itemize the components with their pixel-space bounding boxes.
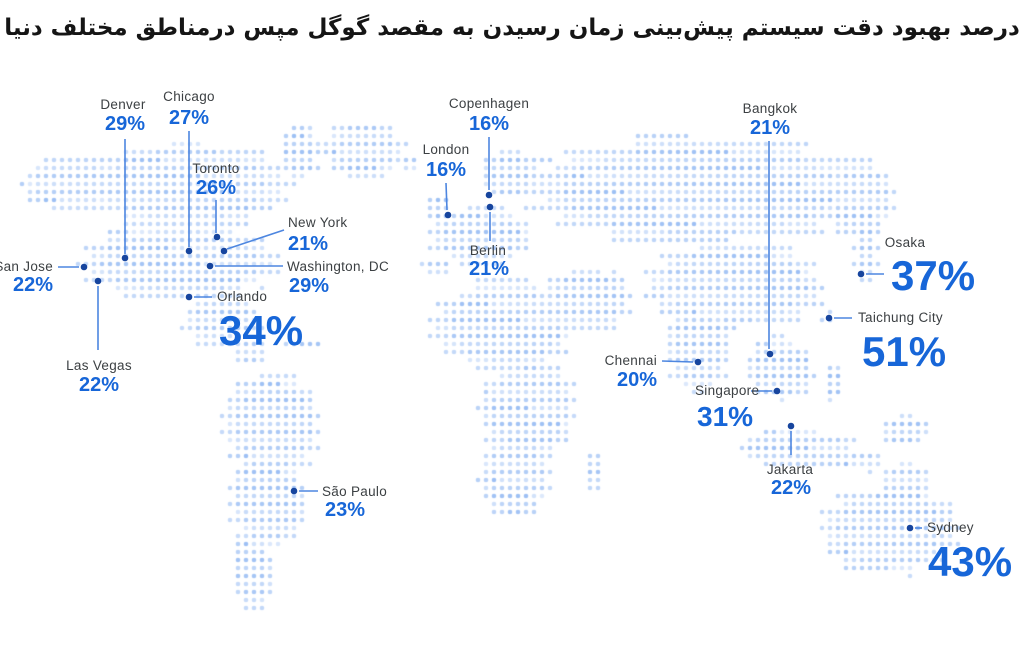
city-label-toronto: Toronto <box>192 161 240 176</box>
city-label-sydney: Sydney <box>927 520 974 535</box>
city-label-sao-paulo: São Paulo <box>322 484 387 499</box>
city-value-berlin: 21% <box>468 258 510 280</box>
city-label-bangkok: Bangkok <box>742 101 798 116</box>
city-marker-copenhagen <box>485 191 493 199</box>
city-value-chennai: 20% <box>616 369 657 391</box>
city-value-new-york: 21% <box>288 233 329 255</box>
city-label-osaka: Osaka <box>884 235 926 250</box>
city-marker-chicago <box>185 247 193 255</box>
city-value-singapore: 31% <box>697 401 754 432</box>
city-marker-berlin <box>486 203 494 211</box>
city-value-osaka: 37% <box>891 252 976 299</box>
city-marker-orlando <box>185 293 193 301</box>
city-value-taichung-city: 51% <box>862 328 947 375</box>
connector-line-london <box>445 182 448 211</box>
city-label-chicago: Chicago <box>163 89 215 104</box>
city-marker-taichung-city <box>825 314 833 322</box>
city-marker-jakarta <box>787 422 795 430</box>
connector-line-new-york <box>226 229 285 250</box>
city-marker-london <box>444 211 452 219</box>
city-label-london: London <box>422 142 470 157</box>
city-marker-washington-dc <box>206 262 214 270</box>
city-marker-san-jose <box>80 263 88 271</box>
city-value-london: 16% <box>425 159 467 181</box>
city-value-orlando: 34% <box>219 307 304 354</box>
city-marker-osaka <box>857 270 865 278</box>
city-value-toronto: 26% <box>195 177 237 199</box>
city-label-singapore: Singapore <box>695 383 760 398</box>
city-value-chicago: 27% <box>168 107 210 129</box>
city-label-washington-dc: Washington, DC <box>287 259 389 274</box>
city-label-san-jose: San Jose <box>0 259 53 274</box>
city-value-sao-paulo: 23% <box>325 499 366 521</box>
city-value-san-jose: 22% <box>12 274 53 296</box>
city-marker-new-york <box>220 247 228 255</box>
city-label-berlin: Berlin <box>469 243 507 258</box>
city-label-chennai: Chennai <box>604 353 657 368</box>
city-value-jakarta: 22% <box>770 477 812 499</box>
city-marker-chennai <box>694 358 702 366</box>
city-value-denver: 29% <box>104 113 146 135</box>
city-marker-sydney <box>906 524 914 532</box>
city-label-orlando: Orlando <box>217 289 268 304</box>
city-label-jakarta: Jakarta <box>766 462 814 477</box>
city-marker-denver <box>121 254 129 262</box>
city-label-taichung-city: Taichung City <box>858 310 943 325</box>
city-label-las-vegas: Las Vegas <box>66 358 132 373</box>
connector-line-chennai <box>661 360 694 363</box>
city-marker-toronto <box>213 233 221 241</box>
city-value-sydney: 43% <box>928 538 1013 585</box>
city-label-new-york: New York <box>288 215 348 230</box>
city-value-copenhagen: 16% <box>468 113 510 135</box>
city-label-denver: Denver <box>100 97 146 112</box>
city-label-copenhagen: Copenhagen <box>448 96 530 111</box>
city-marker-bangkok <box>766 350 774 358</box>
city-marker-sao-paulo <box>290 487 298 495</box>
city-value-washington-dc: 29% <box>289 275 330 297</box>
city-value-las-vegas: 22% <box>78 374 120 396</box>
city-value-bangkok: 21% <box>749 117 791 139</box>
city-marker-las-vegas <box>94 277 102 285</box>
city-marker-singapore <box>773 387 781 395</box>
